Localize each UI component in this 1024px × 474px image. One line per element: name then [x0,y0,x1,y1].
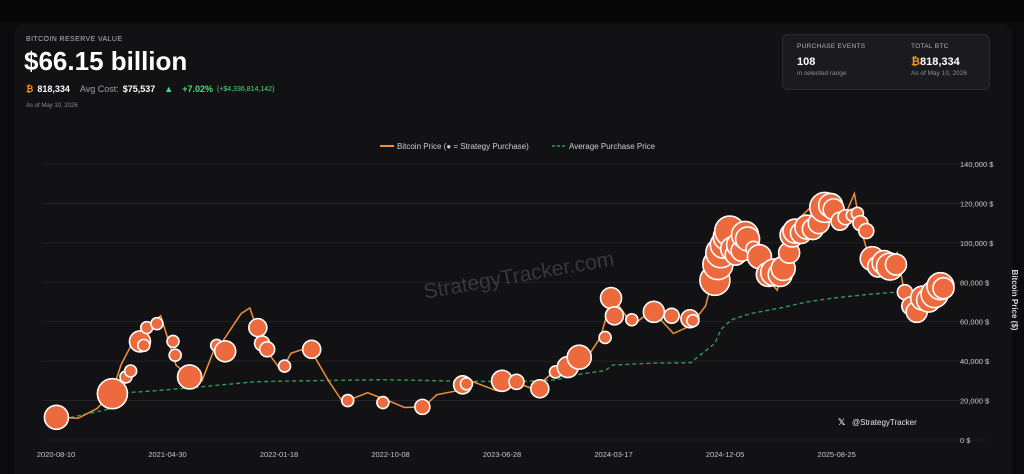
purchase-bubble [136,338,151,353]
y-tick-label: 100,000 $ [960,239,994,248]
purchase-bubble [258,341,276,358]
reserve-value: $66.15 billion [24,46,188,76]
total-btc-sub: As of May 10, 2026 [911,70,968,77]
y-axis-label: Bitcoin Price ($) [1010,270,1019,331]
avg-cost-value: $75,537 [122,84,156,94]
y-tick-label: 20,000 $ [960,397,990,406]
as-of-date: As of May 10, 2026 [26,103,78,109]
purchase-events-label: PURCHASE EVENTS [797,43,866,50]
total-btc-number: 818,334 [919,56,960,68]
y-tick-label: 140,000 $ [960,160,994,169]
purchase-bubble [663,307,680,325]
purchase-bubble [43,404,70,431]
x-tick-label: 2024-12-05 [706,450,744,459]
purchase-events-stat: PURCHASE EVENTS 108 in selected range [797,43,865,77]
btc-symbol: ₿ [911,56,920,68]
chart-legend: Bitcoin Price (● = Strategy Purchase) Ave… [380,142,656,151]
purchase-bubble [166,334,180,349]
watermark: StrategyTracker.com [422,248,616,304]
x-logo-icon: 𝕏 [838,418,846,428]
x-tick-label: 2025-08-25 [817,450,855,459]
purchase-bubble [884,253,908,276]
avg-cost-label: Avg Cost: [79,84,119,94]
credit-handle: @StrategyTracker [852,418,917,427]
grid-lines [42,163,990,441]
purchase-bubble [625,312,639,327]
x-axis-ticks: 2020-08-10 2021-04-30 2022-01-18 2022-10-08… [37,450,856,459]
x-tick-label: 2022-10-08 [371,450,409,459]
y-tick-label: 0 $ [960,436,971,445]
x-tick-label: 2023-06-28 [483,450,521,459]
legend-price-label: Bitcoin Price (● = Strategy Purchase) [397,142,529,151]
purchase-bubble [566,344,593,371]
y-tick-label: 80,000 $ [960,278,990,287]
y-tick-label: 60,000 $ [960,318,990,327]
y-tick-label: 40,000 $ [960,357,990,366]
purchase-bubble [248,317,268,338]
purchase-bubble [277,359,292,373]
purchase-bubble [604,305,625,326]
x-tick-label: 2021-04-30 [148,450,186,459]
average-purchase-price-line [55,290,947,419]
purchase-bubble [213,339,237,363]
purchase-bubble [686,313,700,328]
total-btc-label: TOTAL BTC [911,43,949,50]
purchase-bubble [96,377,129,410]
purchase-bubble [301,339,322,360]
btc-amount: 818,334 [37,84,70,94]
purchase-bubble [508,373,525,391]
total-btc-stat: TOTAL BTC ₿818,334 As of May 10, 2026 [911,43,967,77]
purchase-bubble [599,286,623,310]
purchase-bubble [176,364,203,390]
stats-card: PURCHASE EVENTS 108 in selected range TO… [782,34,990,90]
purchase-bubble [459,377,474,391]
purchase-bubble [529,378,550,399]
purchase-bubble [414,398,431,416]
y-tick-label: 120,000 $ [960,199,994,208]
browser-top-strip [0,0,1024,22]
purchase-bubble [376,395,390,410]
purchase-bubbles [43,191,955,431]
legend-average-label: Average Purchase Price [569,142,656,151]
change-percent: +7.02% [182,84,213,94]
reserve-eyebrow: BITCOIN RESERVE VALUE [26,36,123,43]
x-tick-label: 2020-08-10 [37,450,75,459]
credit-badge: 𝕏 @StrategyTracker [838,418,917,428]
reserve-panel [14,24,1012,474]
purchase-events-value: 108 [797,56,816,68]
reserve-meta: ₿ 818,334 Avg Cost: $75,537 ▲ +7.02% (+$… [26,84,274,94]
up-arrow-icon: ▲ [164,84,174,94]
purchase-events-sub: in selected range [797,70,847,77]
y-axis-ticks: 0 $ 20,000 $ 40,000 $ 60,000 $ 80,000 $ 100,0… [960,160,994,445]
purchase-bubble [168,348,182,363]
total-btc-value: ₿818,334 [911,56,967,68]
purchase-bubble [857,222,875,240]
change-absolute: (+$4,336,814,142) [217,85,275,93]
purchase-bubble [340,393,355,408]
purchase-bubble [123,364,138,378]
x-tick-label: 2022-01-18 [260,450,298,459]
x-tick-label: 2024-03-17 [594,450,632,459]
purchase-bubble [642,300,666,324]
btc-symbol: ₿ [26,84,34,94]
purchase-bubble [598,330,612,345]
purchase-bubble [150,316,164,331]
purchase-bubble [932,276,955,300]
